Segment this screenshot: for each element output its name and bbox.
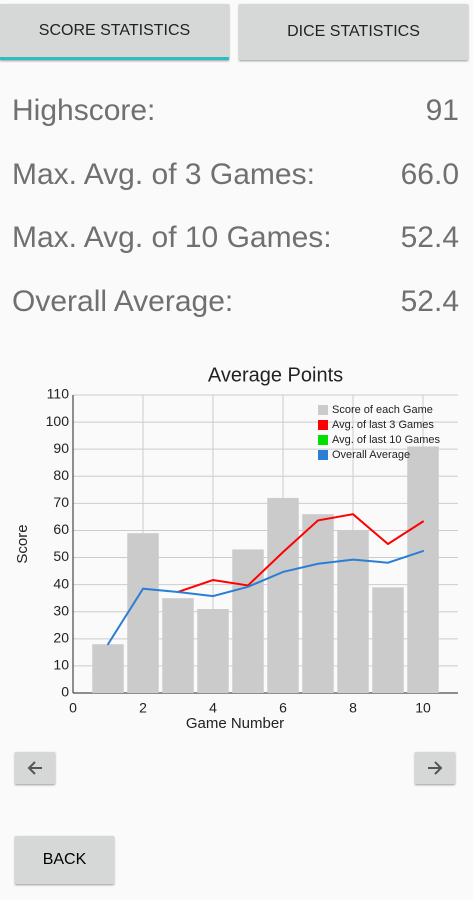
- x-tick-label: 2: [139, 700, 147, 716]
- arrow-right-icon: [428, 761, 443, 775]
- y-axis-label: Score: [14, 524, 31, 563]
- line: [177, 513, 424, 593]
- y-tick-label: 110: [47, 386, 70, 402]
- tab[interactable]: DICE STATISTICS: [239, 4, 468, 60]
- y-tick-label: 70: [53, 494, 69, 510]
- y-tick-label: 50: [53, 548, 69, 564]
- bar: [302, 514, 334, 693]
- legend-swatch: [318, 435, 328, 445]
- x-tick-label: 6: [279, 700, 287, 716]
- stat-label: Max. Avg. of 3 Games:: [12, 158, 315, 191]
- back-button[interactable]: BACK: [15, 836, 114, 884]
- arrow-left-icon: [27, 761, 42, 775]
- bar: [92, 644, 124, 693]
- y-tick-label: 90: [53, 440, 69, 456]
- stat-row: Overall Average: 52.4: [12, 285, 459, 319]
- legend-label: Score of each Game: [332, 404, 433, 416]
- tab[interactable]: SCORE STATISTICS: [0, 4, 229, 60]
- stat-label: Highscore:: [12, 94, 156, 127]
- legend-label: Avg. of last 10 Games: [332, 434, 441, 446]
- legend-label: Overall Average: [332, 449, 410, 461]
- legend-label: Avg. of last 3 Games: [332, 419, 434, 431]
- x-tick-label: 10: [415, 700, 431, 716]
- bar: [267, 497, 299, 693]
- bar: [372, 587, 404, 693]
- y-tick-label: 60: [53, 521, 69, 537]
- bar: [407, 446, 439, 693]
- stat-row: Max. Avg. of 3 Games: 66.0: [12, 158, 459, 192]
- y-tick-label: 0: [61, 684, 69, 700]
- stat-row: Highscore: 91: [12, 94, 459, 128]
- y-tick-label: 30: [53, 602, 69, 618]
- x-tick-label: 4: [209, 700, 217, 716]
- bar: [337, 530, 369, 693]
- line: [107, 550, 424, 646]
- stat-label: Overall Average:: [12, 285, 234, 318]
- x-tick-label: 0: [69, 700, 77, 716]
- next-button[interactable]: [415, 752, 455, 784]
- y-tick-label: 40: [53, 575, 69, 591]
- prev-button[interactable]: [15, 752, 55, 784]
- x-tick-label: 8: [349, 700, 357, 716]
- stat-value: 52.4: [400, 285, 459, 318]
- legend-swatch: [318, 405, 328, 415]
- stat-value: 66.0: [400, 158, 459, 191]
- stat-label: Max. Avg. of 10 Games:: [12, 221, 332, 254]
- y-tick-label: 80: [53, 467, 69, 483]
- chart: Average Points 0 10 20 30 40 50 60 70 80 90 100 110 0…: [14, 364, 458, 732]
- y-tick-label: 10: [53, 657, 69, 673]
- chart-title: Average Points: [208, 364, 343, 386]
- bar: [127, 533, 159, 693]
- x-axis-label: Game Number: [186, 715, 284, 732]
- bar: [162, 598, 194, 693]
- y-tick-label: 20: [53, 630, 69, 646]
- stat-value: 52.4: [400, 221, 459, 254]
- legend-swatch: [318, 420, 328, 430]
- y-tick-label: 100: [46, 413, 70, 429]
- stat-row: Max. Avg. of 10 Games: 52.4: [12, 221, 459, 255]
- bar: [232, 549, 264, 693]
- legend-swatch: [318, 450, 328, 460]
- stat-value: 91: [425, 94, 459, 127]
- bar: [197, 609, 229, 693]
